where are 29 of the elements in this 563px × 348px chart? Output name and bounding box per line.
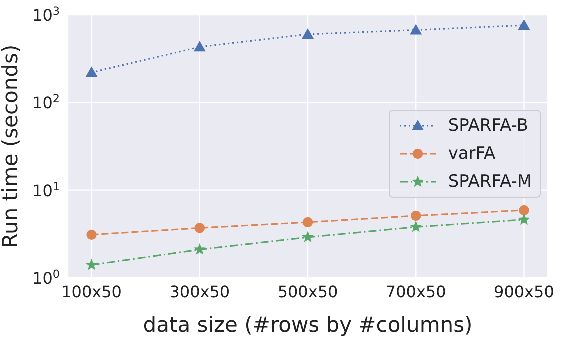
legend-label: SPARFA-B [448, 116, 528, 136]
y-tick-label: 10$^{3}$ [32, 4, 60, 25]
point [86, 66, 98, 78]
y-tick-label: 10$^{1}$ [32, 180, 60, 200]
x-tick-label: 100x50 [62, 282, 122, 302]
x-tick-label: 300x50 [170, 282, 230, 302]
point [518, 19, 530, 30]
point [302, 231, 314, 243]
point [194, 223, 205, 234]
x-axis-title: data size (#rows by #columns) [143, 313, 473, 337]
legend-label: varFA [448, 144, 496, 164]
x-tick-label: 700x50 [386, 282, 446, 302]
point [86, 258, 98, 270]
point [410, 24, 422, 35]
y-axis-title: Run time (seconds) [0, 44, 22, 248]
point [411, 210, 422, 222]
point [194, 41, 206, 52]
y-tick-label: 10$^{0}$ [32, 268, 60, 288]
point [519, 205, 530, 216]
x-tick-label: 500x50 [278, 282, 338, 302]
point [302, 217, 314, 228]
point [410, 220, 422, 232]
y-tick-label: 10$^{2}$ [32, 92, 60, 113]
legend-label: SPARFA-M [448, 172, 532, 192]
x-tick-label: 900x50 [494, 282, 554, 302]
point [194, 243, 206, 255]
point [518, 214, 530, 225]
point [86, 230, 97, 240]
point [302, 28, 314, 39]
